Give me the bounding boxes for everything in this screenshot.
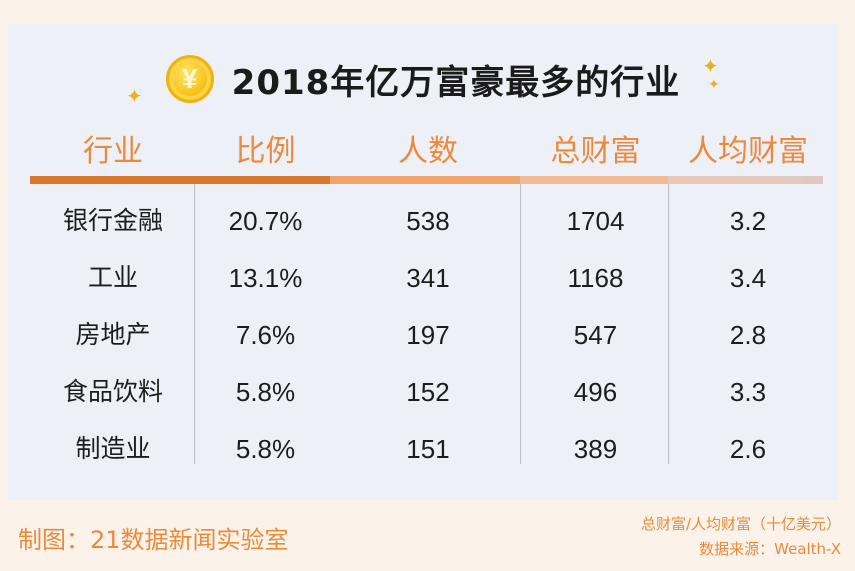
column-divider [668,184,669,464]
column-header-ratio: 比例 [235,134,296,169]
cell-per-capita: 3.3 [729,377,767,407]
chart-card: ✦ ✦ ✦ ¥ 2018年亿万富豪最多的行业 行业 比例 人数 总财富 人均财富… [8,24,838,500]
header-bar-segment [668,176,823,184]
title-row: ¥ 2018年亿万富豪最多的行业 [8,54,838,104]
cell-per-capita: 2.6 [729,434,767,464]
cell-count: 538 [406,206,450,236]
header-bar-segment [330,176,520,184]
table-row: 银行金融 20.7% 538 1704 3.2 [8,196,838,246]
cell-count: 152 [406,377,450,407]
column-header-per-capita: 人均财富 [688,134,808,169]
cell-industry: 制造业 [75,434,151,463]
footer-notes: 总财富/人均财富（十亿美元） 数据来源：Wealth-X [641,512,841,562]
column-header-count: 人数 [398,134,458,169]
unit-note: 总财富/人均财富（十亿美元） [640,515,841,533]
table-row: 食品饮料 5.8% 152 496 3.3 [8,367,838,417]
cell-industry: 房地产 [75,320,151,349]
cell-industry: 银行金融 [62,206,163,235]
table-row: 房地产 7.6% 197 547 2.8 [8,310,838,360]
footer-credit: 制图：21数据新闻实验室 [18,526,289,554]
chart-title: 2018年亿万富豪最多的行业 [231,62,681,103]
cell-per-capita: 2.8 [729,320,767,350]
cell-industry: 工业 [87,263,138,292]
table-row: 制造业 5.8% 151 389 2.6 [8,424,838,474]
cell-per-capita: 3.2 [729,206,767,236]
sparkle-icon: ✦ [708,76,720,92]
yen-coin-icon: ¥ [165,55,214,103]
cell-total-wealth: 1168 [567,263,624,293]
sparkle-icon: ✦ [702,56,719,78]
cell-ratio: 20.7% [228,206,303,236]
cell-ratio: 7.6% [235,320,296,350]
cell-ratio: 5.8% [235,434,296,464]
table-row: 工业 13.1% 341 1168 3.4 [8,253,838,303]
cell-count: 341 [406,263,450,293]
table-header: 行业 比例 人数 总财富 人均财富 [8,132,838,172]
cell-total-wealth: 496 [573,377,618,407]
cell-per-capita: 3.4 [729,263,767,293]
cell-ratio: 5.8% [235,377,296,407]
cell-count: 197 [406,320,450,350]
header-bar-segment [520,176,668,184]
sparkle-icon: ✦ [126,86,143,108]
cell-total-wealth: 1704 [566,206,625,236]
cell-total-wealth: 389 [573,434,618,464]
cell-total-wealth: 547 [573,320,618,350]
column-header-industry: 行业 [83,134,143,169]
column-divider [520,184,521,464]
data-source: 数据来源：Wealth-X [699,540,841,558]
column-divider [194,184,195,464]
cell-count: 151 [406,434,450,464]
header-bar-segment [30,176,330,184]
cell-ratio: 13.1% [228,263,303,293]
column-header-total-wealth: 总财富 [550,134,641,169]
cell-industry: 食品饮料 [62,377,163,406]
